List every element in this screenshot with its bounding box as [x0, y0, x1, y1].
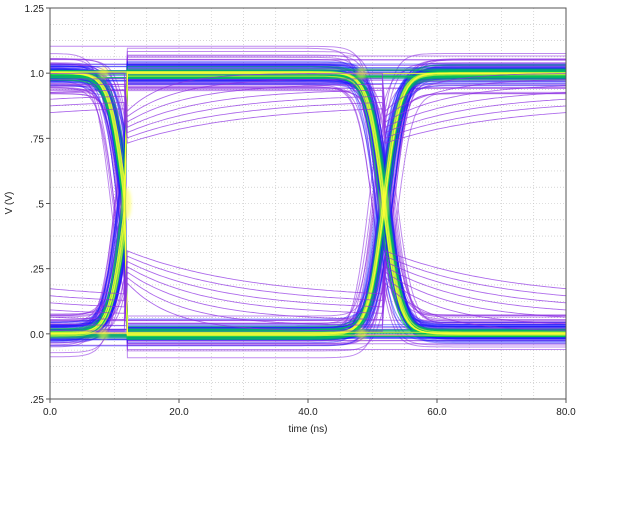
y-axis-label: V (V) — [4, 192, 15, 215]
eye-trace — [50, 69, 566, 334]
y-tick-label: .5 — [36, 200, 45, 211]
eye-trace — [50, 72, 566, 336]
y-tick-label: 0.0 — [30, 330, 44, 341]
eye-outlier-trace — [50, 250, 566, 295]
crossing-hotspot — [121, 187, 132, 220]
eye-trace — [50, 72, 566, 333]
x-axis-label: time (ns) — [289, 424, 328, 435]
x-tick-label: 0.0 — [43, 407, 57, 418]
rail-hotspot — [356, 67, 367, 80]
y-tick-label: 1.0 — [30, 69, 44, 80]
x-tick-label: 60.0 — [427, 407, 447, 418]
eye-trace — [50, 63, 566, 335]
eye-trace — [50, 91, 566, 352]
eye-trace — [50, 70, 566, 335]
rail-hotspot — [98, 67, 109, 80]
y-tick-label: .25 — [30, 395, 44, 406]
eye-trace — [50, 47, 566, 346]
eye-outlier-trace — [50, 95, 566, 134]
eye-outlier-trace — [50, 72, 566, 112]
eye-outlier-trace — [50, 83, 566, 123]
axis-ticks: 0.0 20.0 40.0 60.0 80.0.250.0.25.5.751.01.25 — [25, 4, 577, 418]
x-tick-label: 40.0 — [298, 407, 318, 418]
eye-outlier-trace — [50, 78, 566, 118]
eye-traces — [50, 45, 566, 359]
eye-outlier-trace — [50, 108, 566, 144]
y-tick-label: .25 — [30, 265, 44, 276]
y-tick-label: .75 — [30, 134, 44, 145]
crossing-hotspot — [379, 187, 390, 220]
eye-outlier-trace — [50, 102, 566, 139]
eye-trace — [50, 58, 566, 359]
x-tick-label: 80.0 — [556, 407, 576, 418]
rail-hotspot — [356, 327, 367, 340]
eye-trace — [50, 64, 566, 328]
x-tick-label: 20.0 — [169, 407, 189, 418]
eye-outlier-trace — [50, 89, 566, 128]
eye-trace — [50, 54, 566, 340]
y-tick-label: 1.25 — [25, 4, 45, 15]
rail-hotspot — [98, 327, 109, 340]
